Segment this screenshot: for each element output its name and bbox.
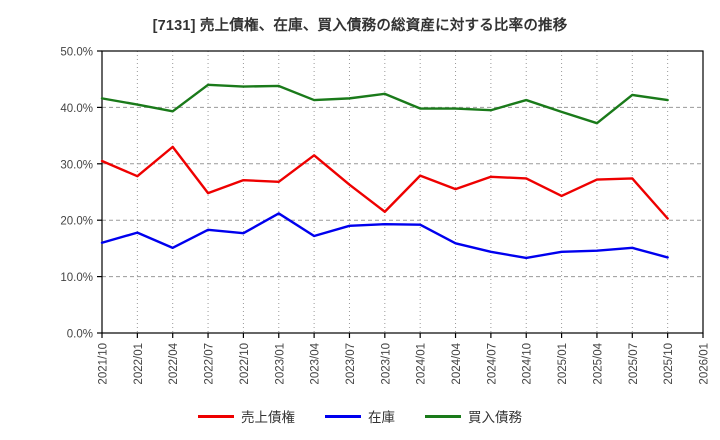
x-axis-tick-label: 2023/04	[310, 342, 322, 384]
x-axis-tick-label: 2025/04	[592, 342, 604, 384]
x-axis-tick-label: 2023/01	[274, 343, 286, 385]
y-axis-tick-label: 30.0%	[60, 159, 93, 171]
chart-title: [7131] 売上債権、在庫、買入債務の総資産に対する比率の推移	[152, 18, 568, 34]
legend-item[interactable]: 在庫	[325, 406, 395, 426]
x-axis-tick-label: 2025/07	[628, 343, 640, 385]
legend-item-label: 買入債務	[468, 410, 522, 425]
chart-legend: 売上債権 在庫 買入債務	[0, 406, 720, 426]
x-axis-tick-label: 2022/04	[168, 342, 180, 384]
y-axis-tick-label: 10.0%	[60, 272, 93, 284]
series-line	[100, 212, 669, 260]
series-line	[100, 145, 669, 220]
x-axis-tick-label: 2024/01	[416, 343, 428, 385]
x-axis-tick-label: 2024/04	[451, 342, 463, 384]
y-axis-tick-label: 40.0%	[60, 103, 93, 115]
y-axis-tick-label: 20.0%	[60, 216, 93, 228]
x-axis-tick-label: 2022/01	[133, 343, 145, 385]
x-axis-tick-label: 2023/07	[345, 343, 357, 385]
legend-item-label: 在庫	[368, 410, 395, 425]
legend-color-swatch	[325, 414, 361, 418]
x-axis-tick-label: 2025/10	[663, 343, 675, 385]
legend-color-swatch	[425, 414, 461, 418]
x-axis-tick-label: 2022/10	[239, 343, 251, 385]
x-axis-tick-label: 2024/07	[486, 343, 498, 385]
plot-frame	[101, 50, 704, 334]
y-axis-tick-label: 0.0%	[67, 329, 93, 341]
legend-item-label: 売上債権	[241, 410, 295, 425]
legend-color-swatch	[198, 414, 234, 418]
x-axis-tick-label: 2022/07	[204, 343, 216, 385]
legend-item[interactable]: 買入債務	[425, 406, 522, 426]
x-axis-tick-label: 2021/10	[98, 343, 110, 385]
x-axis-tick-label: 2024/10	[522, 343, 534, 385]
legend-item[interactable]: 売上債権	[198, 406, 295, 426]
x-axis-tick-label: 2025/01	[557, 343, 569, 385]
x-axis-tick-label: 2026/01	[699, 343, 711, 385]
series-line	[100, 83, 669, 125]
y-axis-tick-label: 50.0%	[60, 47, 93, 59]
x-axis-tick-label: 2023/10	[380, 343, 392, 385]
